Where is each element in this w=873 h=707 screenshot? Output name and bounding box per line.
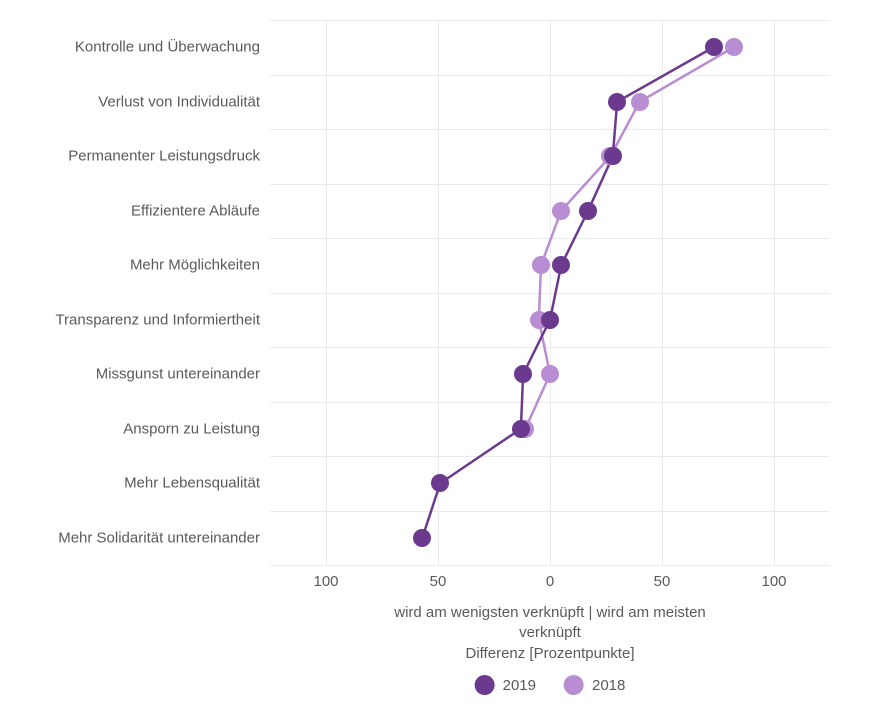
legend-label: 2018 — [592, 677, 625, 694]
legend-swatch — [564, 675, 584, 695]
data-point-2019 — [514, 365, 532, 383]
data-point-2019 — [705, 38, 723, 56]
y-category-label: Kontrolle und Überwachung — [75, 39, 270, 56]
legend-label: 2019 — [503, 677, 536, 694]
data-point-2019 — [413, 529, 431, 547]
gridline-horizontal — [270, 565, 830, 566]
y-category-label: Ansporn zu Leistung — [123, 420, 270, 437]
gridline-horizontal — [270, 238, 830, 239]
y-category-label: Permanenter Leistungsdruck — [68, 148, 270, 165]
y-category-label: Effizientere Abläufe — [131, 202, 270, 219]
gridline-horizontal — [270, 75, 830, 76]
x-axis-title-line1: wird am wenigsten verknüpft | wird am me… — [389, 603, 712, 644]
legend-item-2019: 2019 — [475, 675, 536, 695]
data-point-2019 — [431, 474, 449, 492]
gridline-horizontal — [270, 20, 830, 21]
data-point-2018 — [725, 38, 743, 56]
data-point-2019 — [608, 93, 626, 111]
legend-item-2018: 2018 — [564, 675, 625, 695]
gridline-horizontal — [270, 347, 830, 348]
x-tick-label: 50 — [430, 565, 447, 590]
data-point-2019 — [579, 202, 597, 220]
data-point-2018 — [532, 256, 550, 274]
data-point-2018 — [552, 202, 570, 220]
y-category-label: Verlust von Individualität — [98, 93, 270, 110]
chart-container: 100 50 0 50 100 Kontrolle und Überwachung Verl… — [0, 0, 873, 707]
data-point-2019 — [604, 147, 622, 165]
x-tick-label: 100 — [761, 565, 786, 590]
legend: 2019 2018 — [475, 675, 626, 695]
plot-area: 10050050100Kontrolle und ÜberwachungVerl… — [270, 20, 830, 565]
y-category-label: Mehr Möglichkeiten — [130, 257, 270, 274]
gridline-horizontal — [270, 511, 830, 512]
y-category-label: Missgunst untereinander — [96, 366, 270, 383]
data-point-2019 — [552, 256, 570, 274]
gridline-horizontal — [270, 129, 830, 130]
data-point-2018 — [541, 365, 559, 383]
gridline-horizontal — [270, 402, 830, 403]
x-axis-title-line2: Differenz [Prozentpunkte] — [389, 644, 712, 664]
x-axis-title: wird am wenigsten verknüpft | wird am me… — [389, 603, 712, 664]
data-point-2019 — [512, 420, 530, 438]
y-category-label: Transparenz und Informiertheit — [55, 311, 270, 328]
data-point-2018 — [631, 93, 649, 111]
y-category-label: Mehr Solidarität untereinander — [58, 529, 270, 546]
x-tick-label: 100 — [313, 565, 338, 590]
y-category-label: Mehr Lebensqualität — [124, 475, 270, 492]
data-point-2019 — [541, 311, 559, 329]
gridline-horizontal — [270, 293, 830, 294]
gridline-horizontal — [270, 456, 830, 457]
legend-swatch — [475, 675, 495, 695]
x-tick-label: 0 — [546, 565, 554, 590]
x-tick-label: 50 — [654, 565, 671, 590]
gridline-horizontal — [270, 184, 830, 185]
